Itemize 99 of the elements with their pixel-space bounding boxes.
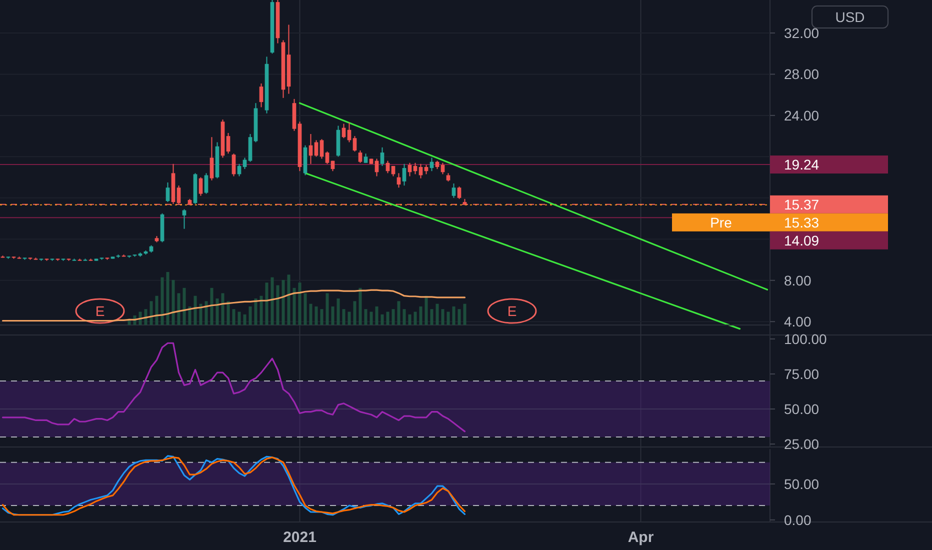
bar — [248, 306, 252, 325]
bar — [353, 301, 356, 325]
bar — [199, 304, 202, 325]
candlestick — [166, 182, 170, 203]
bar — [204, 301, 208, 325]
bar — [320, 309, 324, 325]
bar — [282, 280, 285, 325]
candlestick — [320, 138, 324, 160]
bar — [260, 296, 263, 325]
bar — [386, 312, 390, 325]
bar — [458, 309, 461, 325]
candlestick — [364, 153, 368, 164]
bar — [424, 296, 428, 325]
bar — [441, 309, 444, 325]
ref-line-label: 14.09 — [784, 232, 820, 248]
bar — [331, 306, 334, 325]
bar — [419, 306, 422, 325]
bar — [314, 306, 318, 325]
bar — [210, 288, 214, 325]
bar — [232, 309, 236, 325]
bar — [414, 312, 417, 325]
ref-line-label: 15.37 — [784, 196, 820, 212]
candlestick — [232, 153, 236, 177]
y-tick-label: 0.00 — [784, 512, 812, 528]
bar — [194, 296, 197, 325]
ref-line-label: 15.33 — [784, 214, 820, 230]
y-tick-label: 75.00 — [784, 366, 820, 382]
bar — [402, 309, 406, 325]
bar — [265, 282, 268, 325]
candlestick — [314, 140, 318, 158]
candlestick — [248, 134, 252, 162]
bar — [370, 312, 373, 325]
bar — [358, 288, 362, 325]
bar — [177, 293, 180, 325]
y-tick-label: 4.00 — [784, 314, 812, 330]
bar — [309, 304, 312, 325]
bar — [463, 304, 466, 325]
candlestick — [176, 185, 181, 205]
bar — [276, 285, 280, 325]
bar — [221, 293, 224, 325]
y-tick-label: 24.00 — [784, 107, 820, 124]
line-series — [2, 342, 466, 432]
candlestick — [204, 172, 208, 194]
x-tick-label: Apr — [628, 529, 654, 546]
candlestick — [259, 82, 264, 108]
candlestick — [452, 182, 456, 198]
bar — [348, 312, 351, 325]
bar — [342, 309, 346, 325]
y-tick-label: 50.00 — [784, 400, 820, 417]
y-tick-label: 25.00 — [784, 436, 820, 452]
bar — [254, 298, 258, 325]
ref-line-label: 19.24 — [784, 156, 820, 172]
bar — [336, 298, 340, 325]
bar — [430, 309, 434, 325]
candlestick — [358, 150, 362, 164]
candlestick — [402, 163, 406, 186]
bar — [150, 301, 153, 325]
candlestick — [210, 136, 214, 181]
bar — [436, 304, 439, 325]
bar — [292, 288, 296, 325]
bar — [216, 298, 219, 325]
annotation: E — [507, 302, 517, 319]
y-tick-label: 8.00 — [784, 272, 812, 288]
bar — [375, 306, 378, 325]
bar — [397, 301, 400, 325]
bar — [243, 314, 246, 325]
bar — [408, 314, 412, 325]
annotation: E — [95, 302, 105, 319]
y-tick-label: 50.00 — [784, 476, 820, 492]
bar — [155, 296, 158, 325]
bar — [326, 293, 329, 325]
bar — [298, 282, 302, 325]
bar — [166, 272, 170, 325]
bar — [452, 306, 456, 325]
bar — [182, 288, 186, 325]
candlestick — [198, 176, 203, 196]
bar — [172, 280, 175, 325]
bar — [270, 277, 274, 325]
bar — [392, 309, 395, 325]
candlestick — [352, 136, 357, 152]
bar — [144, 309, 148, 325]
bar — [238, 312, 241, 325]
y-tick-label: 28.00 — [784, 66, 820, 82]
bar — [364, 309, 368, 325]
bar — [304, 293, 307, 325]
bar — [188, 306, 192, 325]
currency-tag: USD — [812, 6, 888, 28]
candlestick — [226, 132, 230, 154]
candlestick — [380, 146, 384, 166]
bar — [380, 314, 384, 325]
candlestick — [325, 151, 330, 164]
x-tick-label: 2021 — [283, 529, 316, 546]
y-tick-label: 100.00 — [784, 330, 828, 347]
annotation: Pre — [710, 214, 732, 230]
bar — [160, 277, 164, 325]
bar — [287, 274, 290, 325]
candlestick — [457, 186, 462, 200]
bar — [446, 312, 450, 325]
bar — [226, 301, 230, 325]
